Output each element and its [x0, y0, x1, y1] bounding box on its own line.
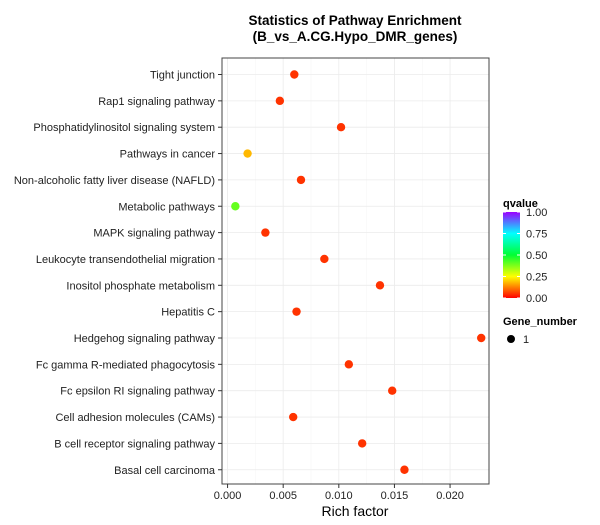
- plot-panel: [221, 57, 490, 485]
- x-tick-label: 0.020: [436, 490, 464, 502]
- y-tick-label: B cell receptor signaling pathway: [54, 438, 215, 450]
- colorbar-tick-label: 0.00: [526, 293, 547, 305]
- legend-size-title: Gene_number: [503, 316, 578, 328]
- y-tick-label: Hepatitis C: [161, 307, 215, 319]
- y-tick-label: Metabolic pathways: [118, 201, 215, 213]
- data-point: [388, 386, 397, 395]
- chart-title-line-1: Statistics of Pathway Enrichment: [248, 13, 462, 28]
- panel-border: [221, 57, 490, 485]
- x-axis: 0.000 0.005 0.010 0.015 0.020: [214, 484, 464, 502]
- size-legend-key: [507, 335, 515, 343]
- data-point: [336, 123, 346, 132]
- y-tick-label: Pathways in cancer: [120, 149, 216, 161]
- y-tick-label: Fc epsilon RI signaling pathway: [60, 386, 215, 398]
- colorbar-tick-label: 0.50: [526, 250, 547, 262]
- y-tick-label: MAPK signaling pathway: [93, 228, 215, 240]
- chart-title: Statistics of Pathway Enrichment (B_vs_A…: [248, 13, 462, 44]
- qvalue-colorbar: [503, 212, 520, 298]
- y-tick-label: Fc gamma R-mediated phagocytosis: [36, 359, 216, 371]
- data-point: [275, 96, 285, 106]
- data-point: [296, 175, 306, 185]
- x-tick-label: 0.010: [325, 490, 353, 502]
- y-tick-label: Tight junction: [150, 70, 215, 82]
- data-point: [477, 333, 486, 343]
- x-tick-label: 0.015: [381, 490, 409, 502]
- data-point: [290, 70, 299, 79]
- data-point: [231, 202, 240, 211]
- y-tick-label: Cell adhesion molecules (CAMs): [55, 412, 215, 424]
- data-point: [375, 281, 385, 290]
- y-tick-label: Leukocyte transendothelial migration: [36, 254, 215, 266]
- x-tick-label: 0.005: [269, 490, 297, 502]
- colorbar-tick-label: 1.00: [526, 207, 547, 219]
- data-point: [320, 254, 329, 264]
- y-tick-label: Inositol phosphate metabolism: [66, 280, 215, 292]
- data-point: [400, 465, 409, 474]
- y-axis: Tight junction Rap1 signaling pathway Phos…: [14, 70, 222, 477]
- x-axis-label: Rich factor: [322, 503, 389, 519]
- data-point: [292, 307, 301, 316]
- y-tick-label: Basal cell carcinoma: [114, 465, 216, 477]
- data-point: [344, 360, 354, 369]
- chart-title-line-2: (B_vs_A.CG.Hypo_DMR_genes): [253, 29, 458, 44]
- y-tick-label: Rap1 signaling pathway: [98, 96, 215, 108]
- y-tick-label: Phosphatidylinositol signaling system: [33, 122, 215, 134]
- x-tick-label: 0.000: [214, 490, 242, 502]
- colorbar-tick-label: 0.25: [526, 272, 547, 284]
- data-point: [289, 412, 298, 422]
- y-tick-label: Hedgehog signaling pathway: [74, 333, 216, 345]
- data-point: [261, 228, 270, 237]
- colorbar-tick-label: 0.75: [526, 229, 547, 241]
- panel-background: [222, 58, 489, 484]
- y-tick-label: Non-alcoholic fatty liver disease (NAFLD…: [14, 175, 215, 187]
- data-point: [243, 149, 252, 158]
- data-point: [357, 439, 367, 448]
- legend-color-title: qvalue: [503, 198, 538, 210]
- size-legend-label: 1: [523, 334, 529, 346]
